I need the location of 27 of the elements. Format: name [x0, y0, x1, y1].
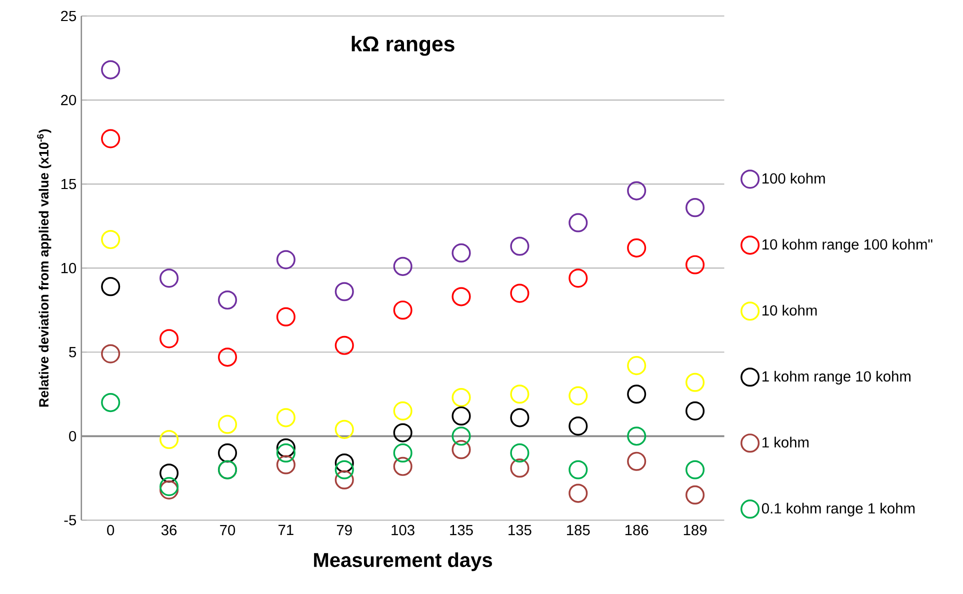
x-tick-label: 189: [684, 525, 707, 536]
y-tick-label: -5: [64, 515, 76, 526]
x-tick-label: 79: [336, 525, 352, 536]
x-tick-label: 70: [220, 525, 236, 536]
y-tick-label: 25: [61, 11, 76, 22]
x-tick-label: 0: [107, 525, 114, 536]
x-tick-label: 135: [450, 525, 473, 536]
x-tick-label: 135: [508, 525, 532, 536]
text: kΩ ranges: [352, 36, 454, 56]
x-axis-title: Measurement days: [314, 552, 492, 572]
x-tick-label: 71: [278, 525, 294, 536]
y-tick-label: 5: [69, 347, 76, 358]
y-axis-title: Relative deviation from applied value (x10$^{-6}$): [37, 130, 52, 407]
legend-label: 0.1 kohm range 1 kohm: [762, 503, 915, 517]
x-tick-label: 36: [161, 525, 177, 536]
y-tick-label: 10: [61, 263, 76, 274]
legend-label: 10 kohm range 100 kohm": [762, 239, 932, 253]
x-tick-label: 185: [567, 525, 590, 536]
x-tick-label: 186: [625, 525, 648, 536]
y-tick-label: 20: [61, 95, 76, 106]
y-tick-label: 15: [61, 179, 76, 190]
legend-label: 1 kohm: [762, 437, 809, 448]
x-tick-label: 103: [392, 525, 414, 536]
legend-label: 100 kohm: [762, 173, 825, 184]
legend-label: 10 kohm: [762, 305, 817, 316]
legend-label: 1 kohm range 10 kohm: [762, 371, 910, 385]
y-tick-label: 0: [69, 431, 76, 442]
